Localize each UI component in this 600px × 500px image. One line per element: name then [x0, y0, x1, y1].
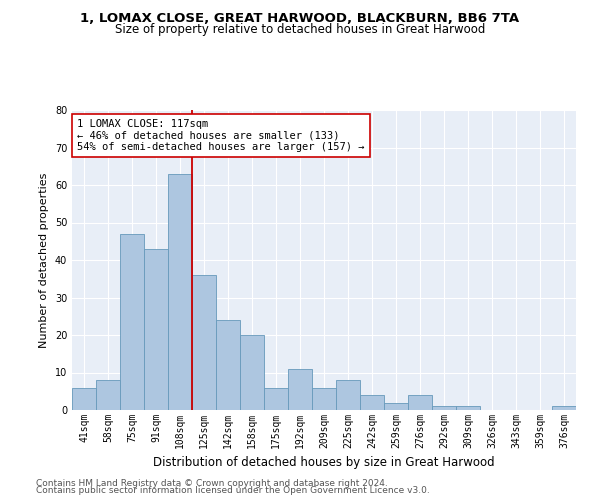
- Bar: [408, 395, 432, 410]
- Bar: [264, 388, 288, 410]
- Text: Contains public sector information licensed under the Open Government Licence v3: Contains public sector information licen…: [36, 486, 430, 495]
- Bar: [336, 380, 360, 410]
- Text: 1 LOMAX CLOSE: 117sqm
← 46% of detached houses are smaller (133)
54% of semi-det: 1 LOMAX CLOSE: 117sqm ← 46% of detached …: [77, 119, 365, 152]
- Bar: [288, 369, 312, 410]
- Bar: [168, 174, 192, 410]
- Bar: [144, 248, 168, 410]
- Bar: [120, 234, 144, 410]
- Bar: [72, 388, 96, 410]
- Bar: [360, 395, 384, 410]
- Bar: [456, 406, 480, 410]
- Bar: [384, 402, 408, 410]
- Bar: [312, 388, 336, 410]
- Bar: [240, 335, 264, 410]
- Bar: [552, 406, 576, 410]
- X-axis label: Distribution of detached houses by size in Great Harwood: Distribution of detached houses by size …: [153, 456, 495, 469]
- Bar: [192, 275, 216, 410]
- Text: 1, LOMAX CLOSE, GREAT HARWOOD, BLACKBURN, BB6 7TA: 1, LOMAX CLOSE, GREAT HARWOOD, BLACKBURN…: [80, 12, 520, 26]
- Text: Size of property relative to detached houses in Great Harwood: Size of property relative to detached ho…: [115, 24, 485, 36]
- Bar: [216, 320, 240, 410]
- Text: Contains HM Land Registry data © Crown copyright and database right 2024.: Contains HM Land Registry data © Crown c…: [36, 478, 388, 488]
- Y-axis label: Number of detached properties: Number of detached properties: [39, 172, 49, 348]
- Bar: [432, 406, 456, 410]
- Bar: [96, 380, 120, 410]
